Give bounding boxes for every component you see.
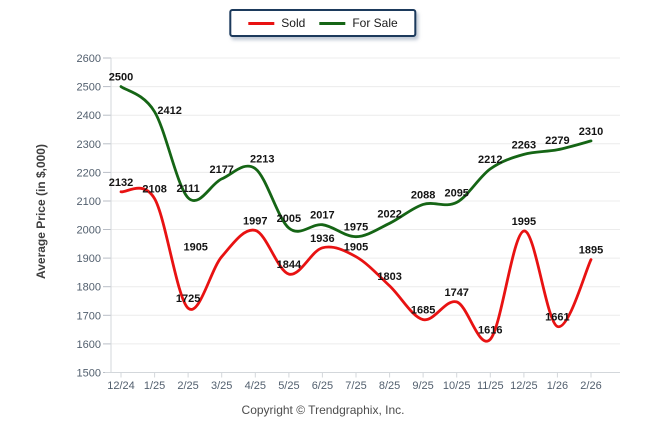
x-tick-label: 11/25 [477,380,504,392]
data-point-label: 1997 [243,215,267,227]
data-point-label: 2212 [478,154,502,166]
data-point-label: 2310 [579,126,603,138]
legend-label-for-sale: For Sale [352,16,398,30]
x-tick-label: 8/25 [379,380,400,392]
data-point-label: 2017 [310,210,334,222]
chart-legend: Sold For Sale [229,9,417,37]
x-tick-label: 7/25 [345,380,366,392]
series-line-sold [119,186,593,343]
data-point-label: 1905 [344,242,368,254]
data-point-label: 2213 [250,154,274,166]
copyright-text: Copyright © Trendgraphix, Inc. [241,403,405,417]
data-point-label: 2088 [411,189,435,201]
x-tick-label: 4/25 [245,380,266,392]
data-point-label: 2022 [377,208,401,220]
y-tick-label: 1700 [77,310,101,322]
y-tick-label: 2600 [77,53,101,65]
data-point-label: 2132 [109,177,133,189]
data-point-label: 1725 [176,293,200,305]
x-tick-label: 12/25 [510,380,538,392]
y-tick-label: 1900 [77,253,101,265]
data-point-label: 1661 [545,312,569,324]
data-point-label: 2108 [142,184,166,196]
y-tick-label: 2300 [77,139,101,151]
legend-item-sold[interactable]: Sold [248,17,305,29]
data-point-label: 1905 [183,242,207,254]
x-tick-label: 2/25 [177,380,198,392]
data-point-label: 1803 [377,271,401,283]
x-tick-label: 5/25 [278,380,299,392]
y-tick-label: 2500 [77,82,101,94]
data-point-label: 2095 [444,187,468,199]
y-tick-label: 2000 [77,225,101,237]
for-sale-line-swatch [319,21,346,25]
data-point-label: 1616 [478,324,502,336]
x-tick-label: 10/25 [443,380,471,392]
data-point-label: 1995 [512,216,536,228]
sold-line-swatch [248,21,275,25]
x-tick-label: 1/26 [547,380,568,392]
data-point-label: 1975 [344,222,368,234]
x-tick-label: 6/25 [312,380,333,392]
data-point-label: 2111 [176,183,199,195]
data-point-label: 1747 [444,287,468,299]
data-point-label: 2412 [157,105,181,117]
data-point-label: 2263 [512,139,536,151]
data-point-label: 1685 [411,305,435,317]
legend-label-sold: Sold [281,16,306,30]
data-point-label: 2177 [209,164,233,176]
x-tick-label: 12/24 [107,380,135,392]
y-axis-title: Average Price (in $,000) [34,144,48,279]
legend-item-for-sale[interactable]: For Sale [319,16,398,30]
y-tick-label: 1800 [77,282,101,294]
x-tick-label: 1/25 [144,380,165,392]
y-tick-label: 2400 [77,110,101,122]
series-line-for-sale [119,85,593,239]
y-tick-label: 2100 [77,196,101,208]
data-point-label: 2279 [545,135,569,147]
x-tick-label: 2/26 [580,380,601,392]
data-point-label: 2500 [109,72,133,84]
data-point-label: 2005 [277,213,301,225]
y-tick-label: 1600 [77,339,101,351]
x-tick-label: 9/25 [412,380,433,392]
data-point-label: 1895 [579,245,603,257]
y-tick-label: 1500 [77,368,101,380]
data-point-label: 1844 [277,259,302,271]
x-tick-label: 3/25 [211,380,232,392]
y-tick-label: 2200 [77,167,101,179]
data-point-label: 1936 [310,233,334,245]
